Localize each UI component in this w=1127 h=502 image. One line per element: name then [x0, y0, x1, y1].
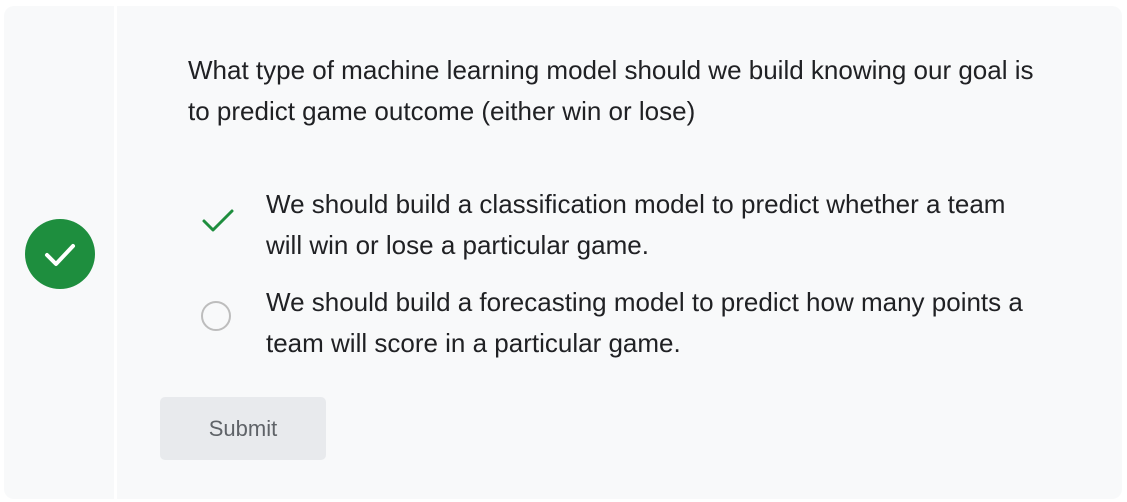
correct-status-badge — [25, 219, 95, 289]
quiz-question-card: What type of machine learning model shou… — [4, 6, 1122, 499]
question-content: What type of machine learning model shou… — [160, 6, 1122, 499]
question-text: What type of machine learning model shou… — [188, 55, 1034, 126]
radio-button[interactable] — [200, 300, 236, 336]
status-rail — [4, 6, 117, 499]
check-icon — [200, 202, 236, 238]
submit-button[interactable]: Submit — [160, 397, 326, 460]
answer-option-label: We should build a classification model t… — [266, 189, 1006, 260]
answer-option-label: We should build a forecasting model to p… — [266, 287, 1023, 358]
radio-unselected-icon — [201, 301, 231, 331]
check-circle-icon — [45, 244, 75, 266]
